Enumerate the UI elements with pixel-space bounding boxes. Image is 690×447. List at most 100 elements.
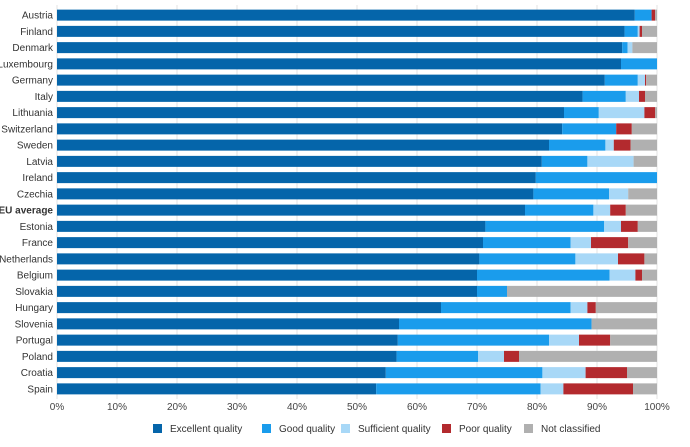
bar-segment xyxy=(57,139,549,151)
bar-segment xyxy=(478,350,504,362)
bar-segment xyxy=(575,253,618,265)
legend-label: Sufficient quality xyxy=(358,424,431,435)
bar-segment xyxy=(549,139,606,151)
bar-segment xyxy=(633,383,657,395)
bar-segment xyxy=(591,318,657,330)
bar-segment xyxy=(637,74,645,86)
bar-segment xyxy=(646,74,657,86)
bar-segment xyxy=(591,237,629,249)
bar-segment xyxy=(57,285,477,297)
bar-segment xyxy=(57,253,480,265)
bar-segment xyxy=(625,204,657,216)
bar-segment xyxy=(593,204,611,216)
bar-segment xyxy=(477,269,610,281)
bar-segment xyxy=(399,318,592,330)
bar-segment xyxy=(376,383,541,395)
bar-segment xyxy=(628,188,657,200)
bar-segment xyxy=(627,367,657,379)
category-label: Portugal xyxy=(16,336,53,347)
category-label: Ireland xyxy=(22,173,53,184)
category-label: Sweden xyxy=(17,141,53,152)
x-tick-label: 10% xyxy=(107,402,127,413)
bar-segment xyxy=(644,107,656,119)
bar-segment xyxy=(630,139,657,151)
x-tick-label: 30% xyxy=(227,402,247,413)
bar-segment xyxy=(635,269,642,281)
x-axis-tick-labels: 0% 10% 20% 30% 40% 50% 60% 70% 80% 90% 100% xyxy=(50,402,670,413)
bar-segment xyxy=(637,25,640,37)
x-tick-label: 80% xyxy=(527,402,547,413)
category-label: Luxembourg xyxy=(0,59,53,70)
bar-segment xyxy=(477,285,507,297)
bar-segment xyxy=(633,155,657,167)
category-label: Spain xyxy=(27,384,53,395)
bar-segment xyxy=(57,350,397,362)
bar-segment xyxy=(598,107,645,119)
legend: Excellent quality Good quality Sufficient … xyxy=(153,424,600,435)
x-tick-label: 40% xyxy=(287,402,307,413)
bar-segment xyxy=(625,90,639,102)
bar-segment xyxy=(57,188,534,200)
bar-segment xyxy=(57,367,386,379)
legend-swatch xyxy=(153,424,162,433)
x-tick-label: 70% xyxy=(467,402,487,413)
x-tick-label: 90% xyxy=(587,402,607,413)
bar-segment xyxy=(57,155,542,167)
bar-segment xyxy=(570,237,591,249)
bar-segment xyxy=(634,9,652,21)
bar-segment xyxy=(645,74,647,86)
category-label: Slovakia xyxy=(15,287,53,298)
bar-segment xyxy=(621,220,638,232)
bar-segment xyxy=(542,367,586,379)
category-label: Hungary xyxy=(15,303,53,314)
bars xyxy=(57,9,657,395)
bar-segment xyxy=(655,107,657,119)
bar-segment xyxy=(613,139,631,151)
x-tick-label: 60% xyxy=(407,402,427,413)
bar-segment xyxy=(57,107,564,119)
bar-segment xyxy=(57,74,605,86)
bar-segment xyxy=(57,123,563,135)
bar-segment xyxy=(479,253,576,265)
bar-segment xyxy=(644,253,657,265)
bar-segment xyxy=(587,155,634,167)
bar-segment xyxy=(57,90,583,102)
bar-segment xyxy=(485,220,605,232)
bar-segment xyxy=(642,269,657,281)
category-label: Germany xyxy=(12,76,53,87)
category-label: France xyxy=(22,238,54,249)
bar-segment xyxy=(605,139,614,151)
legend-label: Not classified xyxy=(541,424,600,435)
bar-segment xyxy=(562,123,617,135)
category-label: Switzerland xyxy=(1,124,53,135)
bar-segment xyxy=(610,204,626,216)
x-tick-label: 100% xyxy=(644,402,670,413)
bar-segment xyxy=(624,25,638,37)
bar-segment xyxy=(541,155,588,167)
category-label: Finland xyxy=(20,27,53,38)
x-tick-label: 0% xyxy=(50,402,65,413)
bar-segment xyxy=(525,204,594,216)
bar-segment xyxy=(651,9,656,21)
bar-segment xyxy=(57,172,536,184)
bar-segment xyxy=(57,269,477,281)
bar-segment xyxy=(507,285,657,297)
category-label: Poland xyxy=(22,352,53,363)
bar-segment xyxy=(618,253,645,265)
bar-segment xyxy=(645,90,657,102)
bar-segment xyxy=(563,383,633,395)
x-tick-label: 50% xyxy=(347,402,367,413)
category-label: Estonia xyxy=(20,222,54,233)
category-labels: Austria Finland Denmark Luxembourg Germany It… xyxy=(0,11,54,396)
bar-segment xyxy=(57,25,625,37)
legend-swatch xyxy=(262,424,271,433)
bar-segment xyxy=(533,188,609,200)
category-label: Austria xyxy=(22,11,54,22)
x-tick-label: 20% xyxy=(167,402,187,413)
bar-segment xyxy=(396,350,479,362)
bar-segment xyxy=(616,123,632,135)
bar-segment xyxy=(483,237,571,249)
bar-segment xyxy=(595,302,657,314)
